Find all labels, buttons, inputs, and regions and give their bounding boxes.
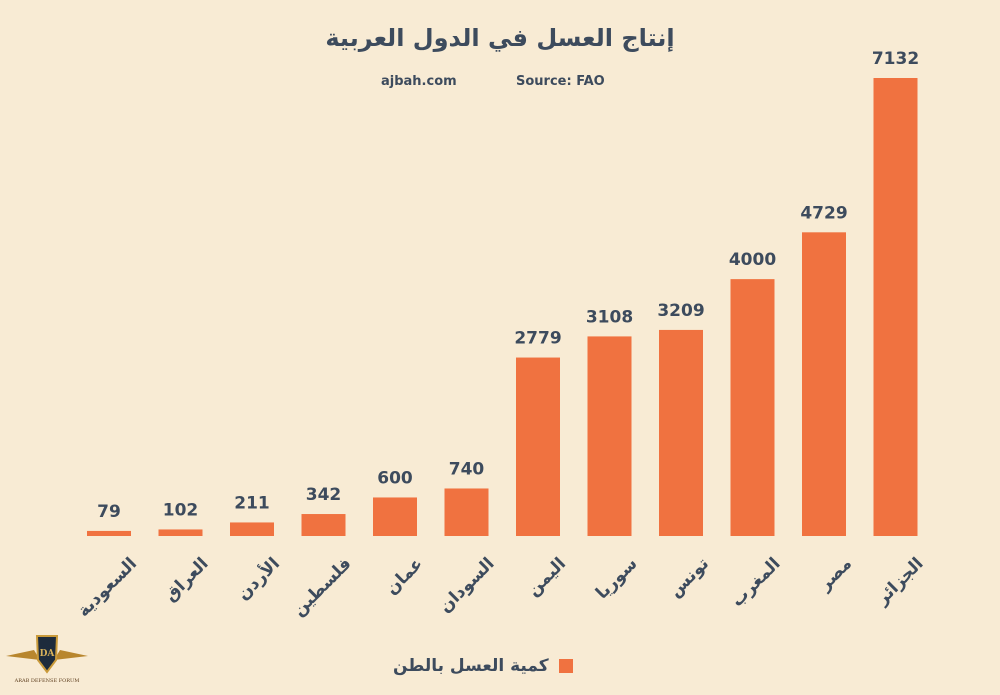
category-label-9: تونس: [665, 554, 713, 602]
data-label-5: 600: [377, 468, 413, 488]
bar-8: [587, 336, 632, 536]
data-label-10: 4000: [729, 250, 776, 270]
category-label-12: الجزائر: [872, 554, 928, 610]
logo-mark: DA: [40, 649, 56, 659]
category-label-11: مصر: [814, 554, 856, 596]
forum-logo: DA ARAB DEFENSE FORUM: [4, 630, 90, 692]
category-label-2: العراق: [161, 554, 213, 606]
bar-6: [444, 488, 489, 536]
shield-logo-icon: DA: [6, 635, 88, 674]
data-label-12: 7132: [872, 49, 919, 69]
data-label-7: 2779: [514, 329, 561, 349]
bar-9: [659, 329, 703, 536]
data-label-4: 342: [306, 485, 342, 505]
data-label-9: 3209: [657, 301, 704, 321]
data-label-3: 211: [234, 493, 270, 513]
category-label-10: المغرب: [727, 554, 784, 611]
site-label: ajbah.com: [381, 74, 457, 89]
category-label-1: السعودية: [74, 554, 141, 621]
legend-label: كمية العسل بالطن: [393, 656, 549, 676]
data-label-11: 4729: [800, 203, 847, 223]
category-label-8: سوريا: [592, 554, 641, 603]
category-label-5: عمان: [382, 554, 427, 599]
bar-chart: 79 السعودية 102 العراق 211 الأردن 342 فلسطين 600…: [74, 49, 928, 621]
bar-3: [230, 522, 274, 536]
bar-11: [802, 232, 846, 536]
category-label-4: فلسطين: [289, 554, 356, 621]
bar-7: [516, 357, 560, 536]
legend-swatch: [558, 659, 573, 673]
category-label-3: الأردن: [233, 553, 284, 604]
category-label-6: السودان: [435, 554, 498, 617]
bar-2: [158, 529, 203, 536]
data-label-8: 3108: [586, 307, 633, 327]
data-label-1: 79: [97, 502, 121, 522]
data-label-6: 740: [449, 459, 485, 479]
bar-1: [87, 530, 131, 536]
bar-5: [373, 497, 417, 536]
bar-10: [730, 279, 775, 536]
legend: كمية العسل بالطن: [393, 656, 573, 676]
category-label-7: اليمن: [523, 554, 570, 601]
bar-4: [301, 514, 346, 536]
data-label-2: 102: [163, 500, 199, 520]
source-label: Source: FAO: [516, 74, 605, 89]
logo-text: ARAB DEFENSE FORUM: [14, 678, 80, 684]
bar-12: [873, 78, 918, 536]
chart-title: إنتاج العسل في الدول العربية: [325, 24, 675, 52]
